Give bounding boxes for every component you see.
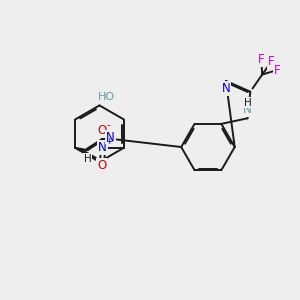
Text: N: N	[221, 82, 230, 95]
Text: F: F	[268, 56, 274, 68]
Text: F: F	[274, 64, 280, 76]
Text: N: N	[106, 130, 115, 144]
Text: N: N	[98, 141, 107, 154]
Text: O: O	[97, 158, 106, 172]
Text: F: F	[258, 53, 265, 66]
Text: H: H	[244, 98, 251, 108]
Text: -: -	[106, 120, 110, 130]
Text: O: O	[97, 124, 106, 137]
Text: +: +	[105, 137, 113, 146]
Text: HO: HO	[98, 92, 116, 102]
Text: N: N	[243, 103, 252, 116]
Text: H: H	[84, 154, 92, 164]
